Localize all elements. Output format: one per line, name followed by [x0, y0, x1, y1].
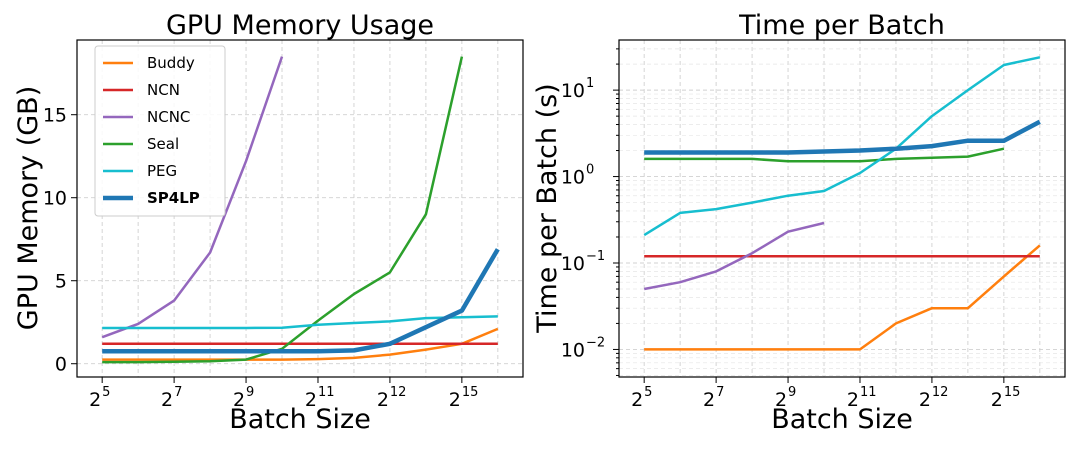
legend-label-sp4lp: SP4LP — [147, 189, 200, 207]
series-line-buddy — [644, 244, 1041, 351]
time-per-batch-chart: Time per Batch 2 5 2 7 2 9 2 11 2 12 2 15 10 −210 −11… — [532, 10, 1066, 435]
x-tick-exponent: 7 — [174, 385, 182, 400]
series-line-seal — [102, 56, 464, 364]
series-line-sp4lp — [102, 248, 500, 354]
legend-box — [94, 45, 226, 217]
series-line-seal — [644, 147, 1005, 163]
series-line-sp4lp — [644, 119, 1041, 155]
y-tick-exponent: 1 — [586, 76, 594, 91]
series-lines — [101, 56, 500, 364]
x-tick-exponent: 5 — [644, 385, 652, 400]
series-line-buddy — [102, 327, 499, 361]
x-tick-label: 2 — [377, 389, 389, 411]
x-axis-label: Batch Size — [229, 404, 371, 435]
y-tick-label: 10 — [561, 167, 585, 189]
x-tick-label: 2 — [775, 389, 787, 411]
x-tick-exponent: 15 — [462, 385, 479, 400]
legend-label-peg: PEG — [147, 162, 177, 180]
x-tick-exponent: 11 — [860, 385, 877, 400]
legend-label-ncnc: NCNC — [147, 108, 190, 126]
y-tick-label: 0 — [55, 354, 67, 376]
y-tick-exponent: 0 — [586, 163, 594, 178]
legend-label-seal: Seal — [147, 135, 179, 153]
x-tick-label: 2 — [233, 389, 245, 411]
x-axis-ticks: 2 5 2 7 2 9 2 11 2 12 2 15 — [631, 377, 1020, 411]
x-tick-label: 2 — [991, 389, 1003, 411]
y-tick-exponent: −1 — [586, 249, 605, 264]
x-tick-label: 2 — [305, 389, 317, 411]
series-line-peg — [643, 56, 1041, 237]
x-tick-label: 2 — [89, 389, 101, 411]
x-tick-exponent: 9 — [246, 385, 254, 400]
x-tick-exponent: 7 — [716, 385, 724, 400]
legend-label-ncn: NCN — [147, 81, 180, 99]
x-tick-exponent: 11 — [318, 385, 335, 400]
y-tick-exponent: −2 — [586, 335, 605, 350]
gpu-memory-chart: GPU Memory Usage 2 5 2 7 2 9 2 11 2 12 2 15 051015 … — [13, 10, 524, 435]
x-tick-label: 2 — [703, 389, 715, 411]
series-lines — [643, 56, 1041, 351]
series-line-ncnc — [643, 221, 825, 291]
y-tick-label: 10 — [561, 80, 585, 102]
y-tick-label: 10 — [561, 339, 585, 361]
series-line-peg — [102, 315, 498, 330]
y-tick-label: 10 — [561, 253, 585, 275]
x-tick-label: 2 — [449, 389, 461, 411]
x-tick-exponent: 9 — [788, 385, 796, 400]
series-line-ncnc — [101, 56, 284, 339]
x-tick-exponent: 5 — [102, 385, 110, 400]
y-axis-label: GPU Memory (GB) — [13, 86, 44, 330]
y-axis-label: Time per Batch (s) — [532, 83, 563, 333]
y-tick-label: 5 — [55, 271, 67, 293]
x-tick-label: 2 — [847, 389, 859, 411]
legend-label-buddy: Buddy — [147, 54, 195, 72]
y-tick-label: 10 — [43, 188, 67, 210]
x-axis-ticks: 2 5 2 7 2 9 2 11 2 12 2 15 — [89, 377, 478, 411]
grid — [619, 40, 1065, 377]
plot-frame — [618, 39, 1066, 378]
chart-title: GPU Memory Usage — [166, 10, 434, 41]
y-axis-ticks: 0 5 10 15 — [43, 105, 77, 376]
y-tick-label: 15 — [43, 105, 67, 127]
plot-frame — [76, 39, 524, 378]
x-axis-label: Batch Size — [771, 404, 913, 435]
x-tick-exponent: 15 — [1004, 385, 1021, 400]
x-tick-exponent: 12 — [390, 385, 407, 400]
x-tick-exponent: 12 — [932, 385, 949, 400]
chart-title: Time per Batch — [738, 10, 945, 41]
legend: Buddy NCN NCNC Seal PEG SP4LP — [94, 45, 226, 217]
x-tick-label: 2 — [631, 389, 643, 411]
x-tick-label: 2 — [919, 389, 931, 411]
x-tick-label: 2 — [161, 389, 173, 411]
